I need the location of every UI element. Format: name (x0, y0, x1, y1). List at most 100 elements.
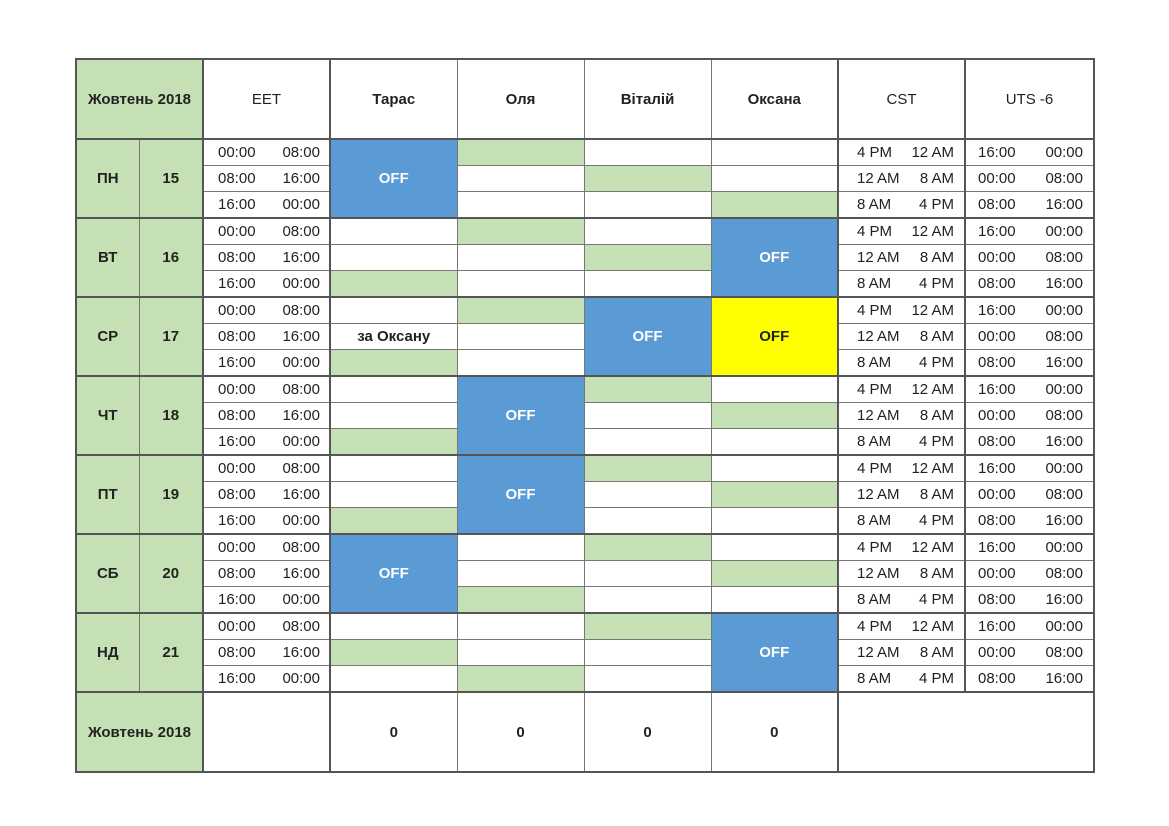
off-block-olya[interactable]: OFF (456, 375, 585, 456)
shift-cell-olya[interactable] (456, 244, 585, 271)
shift-cell-oksana[interactable] (710, 507, 839, 535)
slot-start: 08:00 (978, 433, 1016, 450)
cst-slot-range: 8 AM 4 PM (840, 196, 964, 213)
cst-slot: 8 AM 4 PM (837, 349, 966, 377)
shift-cell-taras[interactable] (329, 244, 458, 271)
shift-cell-taras[interactable] (329, 402, 458, 429)
shift-cell-taras[interactable] (329, 454, 458, 482)
shift-cell-vitaliy[interactable] (583, 217, 712, 245)
off-block-olya[interactable]: OFF (456, 454, 585, 535)
slot-start: 08:00 (978, 670, 1016, 687)
shift-cell-taras[interactable] (329, 375, 458, 403)
off-block-oksana[interactable]: OFF (710, 217, 839, 298)
shift-cell-olya[interactable] (456, 612, 585, 640)
shift-cell-taras[interactable] (329, 665, 458, 693)
eet-slot: 16:00 00:00 (202, 507, 331, 535)
day-of-week: ПТ (75, 454, 140, 535)
slot-start: 08:00 (978, 275, 1016, 292)
slot-start: 00:00 (218, 460, 256, 477)
shift-cell-olya[interactable] (456, 165, 585, 192)
shift-cell-olya[interactable] (456, 217, 585, 245)
shift-cell-olya[interactable] (456, 639, 585, 666)
shift-cell-olya[interactable] (456, 665, 585, 693)
cst-slot: 8 AM 4 PM (837, 428, 966, 456)
shift-row: 16:00 00:00 8 AM 4 PM 08:00 16:00 (76, 665, 1095, 693)
eet-slot-range: 08:00 16:00 (205, 328, 329, 345)
shift-cell-taras[interactable] (329, 217, 458, 245)
shift-cell-olya[interactable] (456, 586, 585, 614)
shift-cell-vitaliy[interactable] (583, 165, 712, 192)
shift-cell-vitaliy[interactable] (583, 454, 712, 482)
shift-cell-olya[interactable] (456, 191, 585, 219)
shift-cell-oksana[interactable] (710, 533, 839, 561)
shift-cell-vitaliy[interactable] (583, 639, 712, 666)
shift-cell-vitaliy[interactable] (583, 507, 712, 535)
shift-cell-vitaliy[interactable] (583, 270, 712, 298)
shift-cell-oksana[interactable] (710, 454, 839, 482)
slot-start: 12 AM (857, 249, 900, 266)
off-block-vitaliy[interactable]: OFF (583, 296, 712, 377)
shift-cell-vitaliy[interactable] (583, 375, 712, 403)
shift-cell-vitaliy[interactable] (583, 191, 712, 219)
shift-cell-oksana[interactable] (710, 560, 839, 587)
off-block-oksana[interactable]: OFF (710, 296, 839, 377)
uts-slot: 16:00 00:00 (964, 296, 1095, 324)
shift-cell-oksana[interactable] (710, 138, 839, 166)
substitution-note[interactable]: за Оксану (329, 323, 458, 350)
shift-cell-oksana[interactable] (710, 165, 839, 192)
shift-cell-taras[interactable] (329, 296, 458, 324)
slot-end: 08:00 (282, 223, 320, 240)
shift-cell-olya[interactable] (456, 138, 585, 166)
eet-slot: 00:00 08:00 (202, 375, 331, 403)
slot-end: 16:00 (282, 328, 320, 345)
shift-cell-vitaliy[interactable] (583, 244, 712, 271)
slot-start: 16:00 (218, 275, 256, 292)
shift-cell-vitaliy[interactable] (583, 560, 712, 587)
shift-cell-oksana[interactable] (710, 586, 839, 614)
shift-cell-vitaliy[interactable] (583, 138, 712, 166)
slot-start: 16:00 (218, 591, 256, 608)
shift-cell-taras[interactable] (329, 612, 458, 640)
shift-cell-olya[interactable] (456, 323, 585, 350)
slot-end: 16:00 (1045, 670, 1083, 687)
shift-cell-vitaliy[interactable] (583, 428, 712, 456)
shift-cell-olya[interactable] (456, 560, 585, 587)
shift-cell-vitaliy[interactable] (583, 586, 712, 614)
slot-end: 00:00 (282, 196, 320, 213)
slot-start: 4 PM (857, 144, 893, 161)
shift-cell-vitaliy[interactable] (583, 481, 712, 508)
slot-start: 08:00 (218, 644, 256, 661)
shift-cell-vitaliy[interactable] (583, 665, 712, 693)
shift-cell-oksana[interactable] (710, 375, 839, 403)
shift-cell-taras[interactable] (329, 639, 458, 666)
shift-cell-vitaliy[interactable] (583, 533, 712, 561)
slot-end: 16:00 (1045, 591, 1083, 608)
off-block-taras[interactable]: OFF (329, 138, 458, 219)
slot-end: 16:00 (282, 170, 320, 187)
eet-slot: 16:00 00:00 (202, 586, 331, 614)
shift-cell-taras[interactable] (329, 507, 458, 535)
shift-cell-oksana[interactable] (710, 481, 839, 508)
shift-cell-olya[interactable] (456, 533, 585, 561)
shift-cell-oksana[interactable] (710, 191, 839, 219)
shift-cell-vitaliy[interactable] (583, 402, 712, 429)
shift-cell-olya[interactable] (456, 349, 585, 377)
shift-cell-olya[interactable] (456, 270, 585, 298)
slot-start: 12 AM (857, 565, 900, 582)
shift-cell-olya[interactable] (456, 296, 585, 324)
shift-cell-oksana[interactable] (710, 402, 839, 429)
shift-cell-taras[interactable] (329, 428, 458, 456)
off-block-oksana[interactable]: OFF (710, 612, 839, 693)
off-block-taras[interactable]: OFF (329, 533, 458, 614)
shift-cell-taras[interactable] (329, 349, 458, 377)
shift-cell-taras[interactable] (329, 270, 458, 298)
shift-cell-taras[interactable] (329, 481, 458, 508)
slot-start: 8 AM (857, 354, 892, 371)
duty-schedule-table: Жовтень 2018 EET Тарас Оля Віталій Оксан… (75, 58, 1095, 773)
shift-cell-vitaliy[interactable] (583, 612, 712, 640)
slot-start: 4 PM (857, 539, 893, 556)
shift-row: СБ 20 00:00 08:00 OFF 4 PM 12 AM 16:00 00:00 (75, 533, 1095, 614)
cst-slot: 12 AM 8 AM (837, 244, 966, 271)
slot-start: 8 AM (857, 196, 892, 213)
shift-cell-oksana[interactable] (710, 428, 839, 456)
